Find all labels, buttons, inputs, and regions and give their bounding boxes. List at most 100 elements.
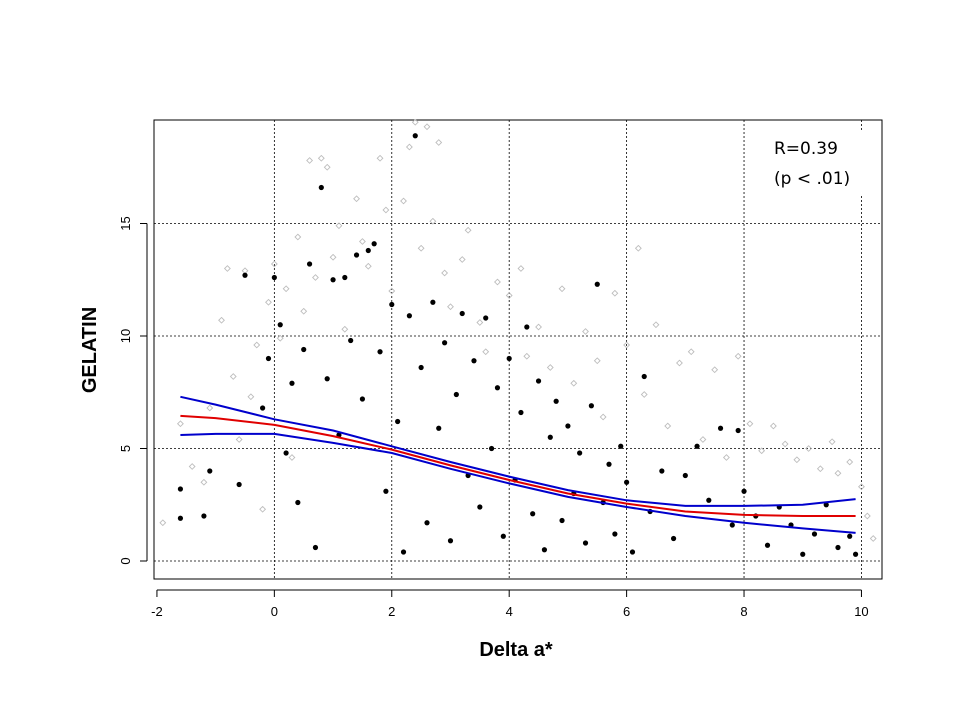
scatter-point-background <box>793 456 801 464</box>
scatter-point-highlight <box>442 340 448 346</box>
scatter-point-highlight <box>706 497 712 503</box>
scatter-point-highlight <box>800 551 806 557</box>
scatter-point-highlight <box>260 405 266 411</box>
scatter-point-highlight <box>459 310 465 317</box>
scatter-point-background <box>358 238 366 245</box>
confidence-band-line <box>180 395 856 507</box>
scatter-point-background <box>405 143 413 151</box>
scatter-point-highlight <box>283 450 289 456</box>
scatter-point-background <box>335 222 343 230</box>
scatter-point-highlight <box>565 423 571 429</box>
scatter-point-highlight <box>371 241 377 247</box>
scatter-point-background <box>582 328 589 335</box>
scatter-point-background <box>546 364 554 371</box>
annotation-backdrop <box>762 132 862 194</box>
scatter-point-background <box>623 341 631 349</box>
scatter-point-highlight <box>177 486 184 492</box>
y-tick-label: 15 <box>118 216 133 230</box>
scatter-point-background <box>846 458 854 466</box>
scatter-point-background <box>265 298 272 306</box>
scatter-point-highlight <box>377 349 383 355</box>
scatter-point-background <box>235 436 243 443</box>
scatter-point-highlight <box>406 313 412 319</box>
scatter-point-background <box>781 440 789 448</box>
scatter-point-highlight <box>582 540 589 546</box>
scatter-point-background <box>828 438 836 446</box>
y-tick-label: 5 <box>118 445 133 452</box>
scatter-point-background <box>722 454 730 461</box>
scatter-point-highlight <box>477 504 483 510</box>
scatter-point-background <box>417 244 425 252</box>
scatter-point-highlight <box>418 364 424 371</box>
scatter-point-background <box>323 163 331 171</box>
scatter-point-highlight <box>606 461 612 467</box>
scatter-point-background <box>458 256 466 263</box>
scatter-point-background <box>599 413 607 421</box>
scatter-point-highlight <box>447 538 454 544</box>
scatter-point-background <box>441 269 449 277</box>
scatter-point-background <box>382 206 390 214</box>
scatter-point-background <box>858 483 865 491</box>
scatter-point-background <box>517 265 525 272</box>
scatter-point-highlight <box>265 355 272 362</box>
scatter-point-background <box>482 348 490 356</box>
scatter-point-background <box>276 334 284 342</box>
scatter-point-highlight <box>835 544 841 551</box>
x-tick-label: 2 <box>388 604 395 619</box>
scatter-point-background <box>188 463 196 470</box>
scatter-point-background <box>435 139 443 146</box>
scatter-point-highlight <box>764 542 771 548</box>
scatter-point-background <box>464 226 472 234</box>
scatter-point-background <box>640 391 648 398</box>
scatter-point-highlight <box>295 499 301 506</box>
scatter-point-highlight <box>201 513 207 519</box>
scatter-point-background <box>535 323 542 331</box>
scatter-point-background <box>388 287 396 295</box>
scatter-point-highlight <box>541 547 548 553</box>
scatter-point-highlight <box>530 511 536 517</box>
scatter-point-background <box>376 154 384 162</box>
scatter-point-background <box>223 265 231 272</box>
scatter-point-highlight <box>518 409 524 416</box>
scatter-point-highlight <box>735 427 741 434</box>
scatter-point-background <box>300 307 308 315</box>
scatter-point-highlight <box>852 551 859 557</box>
scatter-point-background <box>341 325 349 333</box>
scatter-point-highlight <box>483 315 489 321</box>
scatter-point-background <box>282 285 290 293</box>
scatter-point-highlight <box>342 274 348 281</box>
x-tick-label: 6 <box>623 604 630 619</box>
scatter-point-background <box>429 217 437 225</box>
scatter-point-highlight <box>811 531 818 537</box>
scatter-point-highlight <box>471 358 477 364</box>
scatter-point-background <box>306 157 314 164</box>
scatter-point-highlight <box>670 535 677 542</box>
scatter-point-background <box>200 478 208 486</box>
grid-lines <box>154 120 882 579</box>
scatter-point-highlight <box>559 517 565 524</box>
scatter-point-background <box>253 341 261 349</box>
y-tick-label: 10 <box>118 329 133 343</box>
scatter-point-background <box>494 278 501 286</box>
scatter-point-highlight <box>588 403 594 409</box>
scatter-point-highlight <box>177 515 184 521</box>
scatter-point-highlight <box>412 133 418 139</box>
scatter-point-background <box>758 447 766 455</box>
scatter-point-background <box>206 404 214 412</box>
scatter-point-background <box>218 316 225 324</box>
confidence-band-line <box>180 432 856 534</box>
scatter-point-background <box>447 303 454 311</box>
scatter-point-background <box>411 118 419 126</box>
scatter-point-background <box>353 195 360 203</box>
scatter-point-highlight <box>618 443 624 449</box>
scatter-point-background <box>423 123 431 131</box>
scatter-point-background <box>317 154 325 162</box>
scatter-point-highlight <box>717 425 724 431</box>
scatter-point-background <box>364 262 372 270</box>
scatter-point-highlight <box>729 522 735 528</box>
scatter-point-highlight <box>500 533 506 539</box>
scatter-point-background <box>400 197 407 205</box>
scatter-point-background <box>294 233 302 241</box>
scatter-point-highlight <box>624 479 630 485</box>
